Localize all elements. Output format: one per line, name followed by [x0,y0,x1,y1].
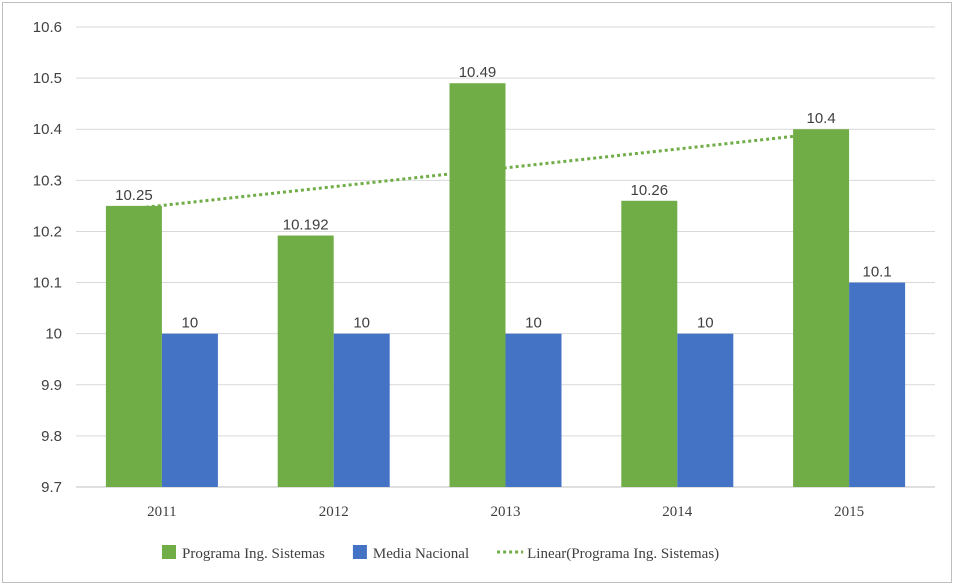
bar-programa-ing-sistemas-2012 [277,235,334,487]
data-label: 10.49 [459,64,497,81]
bar-media-nacional-2014 [677,333,734,487]
x-tick-label: 2012 [319,504,349,520]
legend-swatch [162,545,176,559]
y-tick-label: 10.1 [33,275,62,292]
bar-media-nacional-2011 [161,333,218,487]
legend-item-media-nacional: Media Nacional [352,545,469,562]
y-tick-label: 10.2 [33,223,62,240]
data-label: 10.1 [862,264,891,281]
bar-programa-ing-sistemas-2014 [621,200,678,487]
data-label: 10 [353,315,370,332]
legend: Programa Ing. Sistemas Media Nacional Line… [162,545,719,562]
y-tick-label: 9.8 [41,428,62,445]
data-label: 10.26 [631,182,669,199]
legend-item-linear-programa-ing-sistemas: Linear(Programa Ing. Sistemas) [497,546,719,562]
y-tick-label: 10 [45,326,62,343]
x-axis: 2011 2012 2013 2014 2015 [147,504,864,520]
trendline [133,131,822,211]
x-tick-label: 2014 [662,504,693,520]
y-axis: 9.7 9.8 9.9 10 10.1 10.2 10.3 10.4 10.5 10.6 [33,19,62,496]
bar-media-nacional-2012 [333,333,390,487]
bar-programa-ing-sistemas-2013 [449,83,506,487]
x-tick-label: 2013 [491,504,521,520]
data-label: 10.25 [115,187,153,204]
legend-label: Media Nacional [373,546,469,562]
data-label: 10.192 [283,217,329,234]
bar-media-nacional-2015 [849,282,906,487]
x-tick-label: 2015 [834,504,864,520]
data-label: 10 [697,315,714,332]
bar-media-nacional-2013 [505,333,562,487]
legend-item-programa-ing-sistemas: Programa Ing. Sistemas [162,545,325,562]
data-label: 10.4 [806,110,835,127]
x-tick-label: 2011 [147,504,176,520]
data-label: 10 [525,315,542,332]
y-tick-label: 9.9 [41,377,62,394]
y-tick-label: 10.5 [33,70,62,87]
legend-label: Linear(Programa Ing. Sistemas) [527,546,719,562]
y-tick-label: 9.7 [41,479,62,496]
bar-programa-ing-sistemas-2015 [793,129,850,487]
legend-swatch [352,545,367,559]
y-tick-label: 10.3 [33,172,62,189]
data-label: 10 [182,315,199,332]
trendline-line [133,131,822,211]
bar-programa-ing-sistemas-2011 [105,205,162,487]
bars [105,83,906,487]
legend-label: Programa Ing. Sistemas [182,546,325,562]
y-tick-label: 10.6 [33,19,62,36]
data-labels: 10.25 10 10.192 10 10.49 10 10.26 10 10.4 10.1 [115,64,892,331]
y-tick-label: 10.4 [33,121,62,138]
gridlines [76,26,935,488]
